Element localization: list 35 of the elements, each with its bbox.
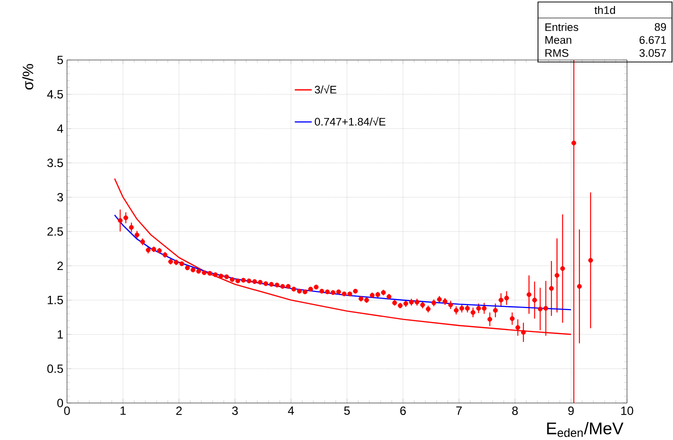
y-tick-label: 1 — [58, 330, 63, 339]
x-tick-label: 7 — [456, 406, 462, 415]
x-tick-label: 5 — [344, 406, 350, 415]
y-tick-label: 4 — [57, 124, 64, 133]
y-tick-label: 5 — [57, 56, 63, 64]
text: RMS — [545, 49, 568, 57]
x-tick-label: 3 — [232, 406, 238, 415]
y-tick-label: 3 — [57, 192, 63, 202]
y-axis-title: σ/% — [22, 64, 34, 90]
x-tick-label: 10 — [621, 406, 634, 415]
text: Entries — [545, 22, 578, 32]
legend-label: 3/√E — [314, 84, 336, 94]
x-tick-label: 9 — [568, 406, 574, 415]
y-tick-label: 0.5 — [47, 364, 63, 373]
legend-label: 0.747+1.84/√E — [314, 116, 386, 126]
x-tick-label: 8 — [512, 406, 518, 415]
y-tick-label: 3.5 — [47, 158, 63, 168]
x-tick-label: 4 — [288, 406, 294, 415]
y-tick-label: 0 — [57, 398, 64, 408]
line-series — [114, 178, 572, 335]
y-tick-label: 1.5 — [48, 296, 63, 304]
text: th1d — [594, 6, 615, 14]
x-axis-title: E$_{eden}$/MeV — [547, 422, 624, 437]
x-tick-label: 6 — [400, 406, 406, 415]
x-tick-label: 1 — [120, 406, 126, 415]
y-tick-label: 2 — [57, 262, 63, 270]
y-tick-label: 2.5 — [47, 227, 63, 236]
y-tick-label: 4.5 — [47, 90, 63, 98]
x-tick-label: 0 — [64, 406, 70, 415]
line-series — [114, 214, 572, 310]
text: Mean — [545, 36, 572, 44]
text: 6.671 — [640, 36, 666, 44]
x-tick-label: 2 — [176, 406, 182, 415]
text: 89 — [654, 23, 666, 31]
text: 3.057 — [639, 49, 666, 57]
